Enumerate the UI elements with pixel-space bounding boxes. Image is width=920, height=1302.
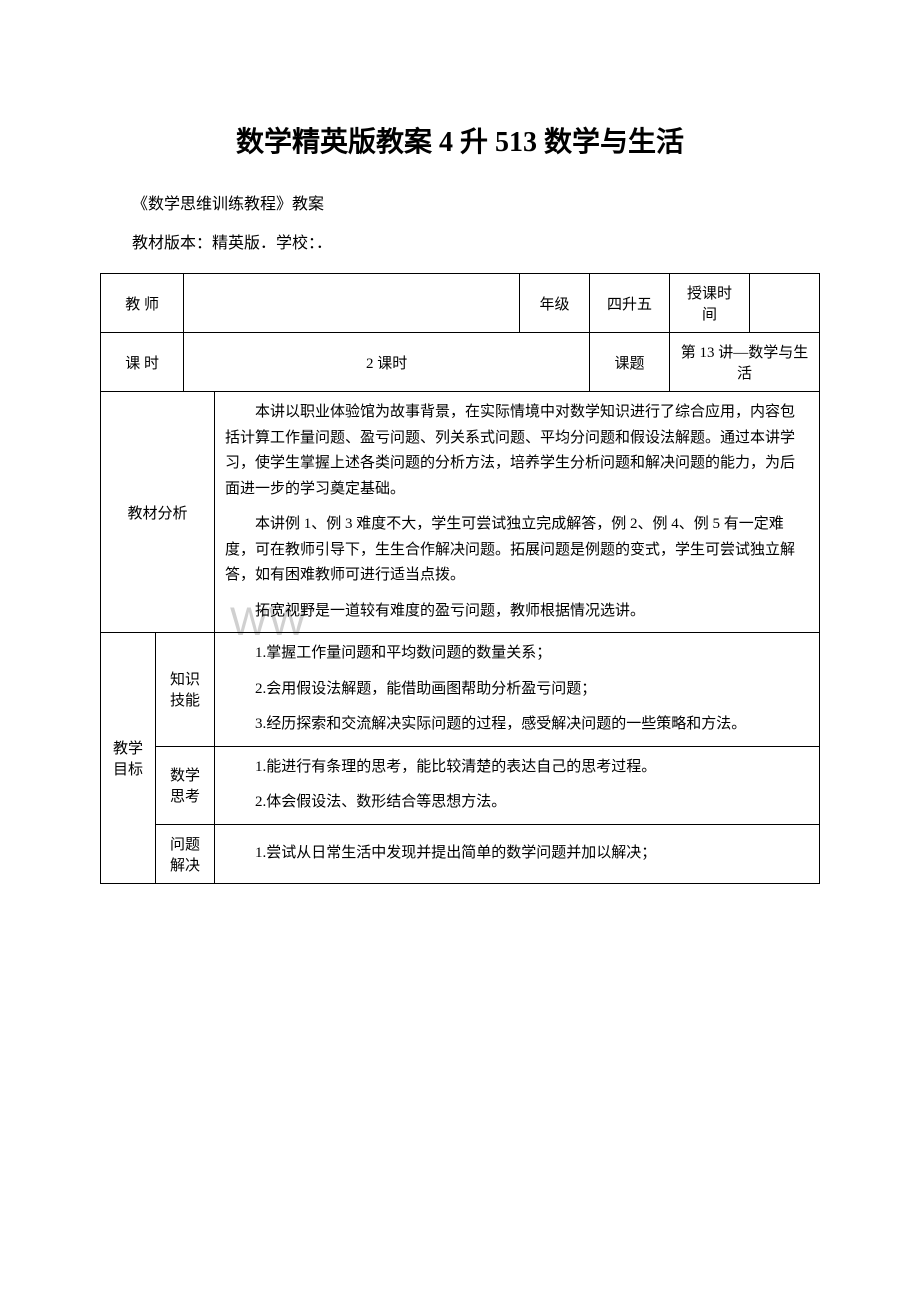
analysis-p1: 本讲以职业体验馆为故事背景，在实际情境中对数学知识进行了综合应用，内容包括计算工…: [225, 400, 809, 502]
topic-value: 第 13 讲—数学与生活: [670, 333, 820, 392]
period-label: 课 时: [101, 333, 184, 392]
subtitle: 《数学思维训练教程》教案: [100, 190, 820, 214]
table-row: 数学思考 1.能进行有条理的思考，能比较清楚的表达自己的思考过程。 2.体会假设…: [101, 746, 820, 824]
thinking-label: 数学思考: [156, 746, 215, 824]
teacher-value: [184, 274, 520, 333]
solving-content: 1.尝试从日常生活中发现并提出简单的数学问题并加以解决；: [215, 824, 820, 883]
thinking-p2: 2.体会假设法、数形结合等思想方法。: [225, 790, 809, 816]
solving-label: 问题解决: [156, 824, 215, 883]
skill-content: 1.掌握工作量问题和平均数问题的数量关系； 2.会用假设法解题，能借助画图帮助分…: [215, 633, 820, 747]
period-value: 2 课时: [184, 333, 590, 392]
edition-info: 教材版本：精英版．学校：．: [100, 229, 820, 253]
time-value: [750, 274, 820, 333]
table-row: 问题解决 1.尝试从日常生活中发现并提出简单的数学问题并加以解决；: [101, 824, 820, 883]
analysis-p3: 拓宽视野是一道较有难度的盈亏问题，教师根据情况选讲。: [225, 599, 809, 625]
lesson-table: 教 师 年级 四升五 授课时间 课 时 2 课时 课题 第 13 讲—数学与生活…: [100, 273, 820, 884]
table-row: 教 师 年级 四升五 授课时间: [101, 274, 820, 333]
table-row: 教学目标 知识技能 1.掌握工作量问题和平均数问题的数量关系； 2.会用假设法解…: [101, 633, 820, 747]
page-title: 数学精英版教案 4 升 513 数学与生活: [100, 120, 820, 160]
skill-p3: 3.经历探索和交流解决实际问题的过程，感受解决问题的一些策略和方法。: [225, 712, 809, 738]
topic-label: 课题: [590, 333, 670, 392]
grade-value: 四升五: [590, 274, 670, 333]
skill-p2: 2.会用假设法解题，能借助画图帮助分析盈亏问题；: [225, 677, 809, 703]
solving-p1: 1.尝试从日常生活中发现并提出简单的数学问题并加以解决；: [225, 841, 809, 867]
skill-label: 知识技能: [156, 633, 215, 747]
analysis-content: 本讲以职业体验馆为故事背景，在实际情境中对数学知识进行了综合应用，内容包括计算工…: [215, 392, 820, 633]
table-row: 课 时 2 课时 课题 第 13 讲—数学与生活: [101, 333, 820, 392]
teacher-label: 教 师: [101, 274, 184, 333]
thinking-p1: 1.能进行有条理的思考，能比较清楚的表达自己的思考过程。: [225, 755, 809, 781]
skill-p1: 1.掌握工作量问题和平均数问题的数量关系；: [225, 641, 809, 667]
thinking-content: 1.能进行有条理的思考，能比较清楚的表达自己的思考过程。 2.体会假设法、数形结…: [215, 746, 820, 824]
analysis-p2: 本讲例 1、例 3 难度不大，学生可尝试独立完成解答，例 2、例 4、例 5 有…: [225, 512, 809, 589]
time-label: 授课时间: [670, 274, 750, 333]
goals-main-label: 教学目标: [101, 633, 156, 884]
grade-label: 年级: [520, 274, 590, 333]
table-row: 教材分析 本讲以职业体验馆为故事背景，在实际情境中对数学知识进行了综合应用，内容…: [101, 392, 820, 633]
analysis-label: 教材分析: [101, 392, 215, 633]
